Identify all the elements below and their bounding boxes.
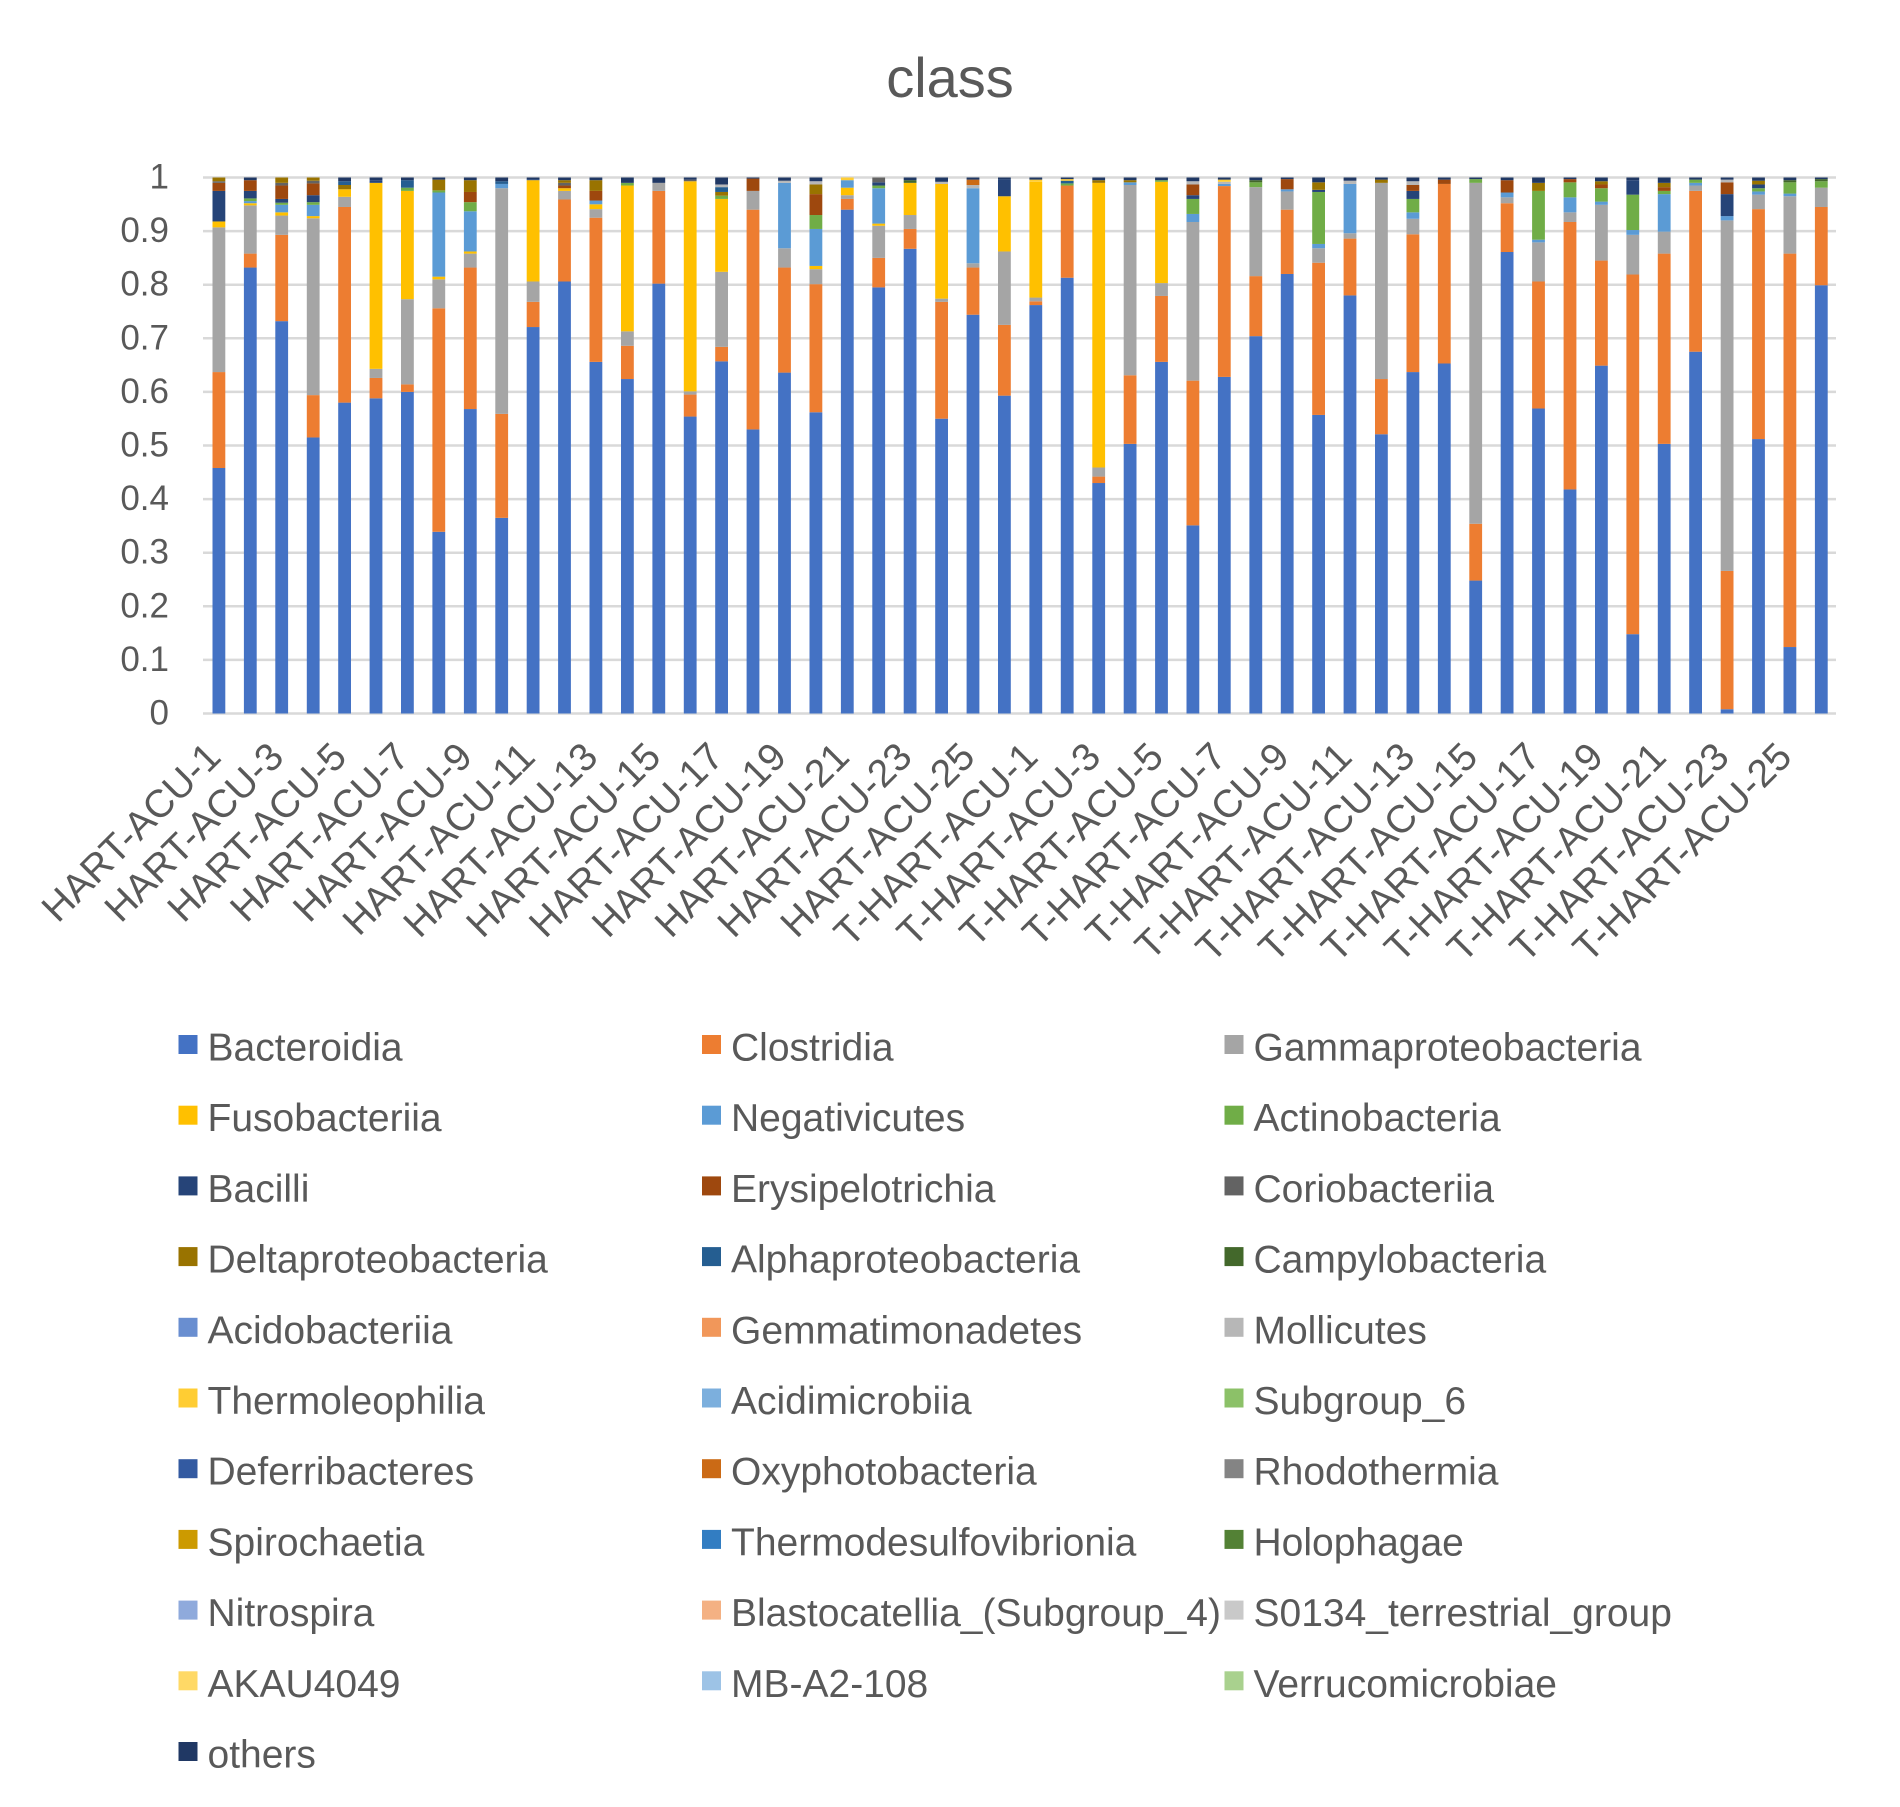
svg-text:Acidobacteriia: Acidobacteriia bbox=[208, 1309, 453, 1352]
svg-text:Alphaproteobacteria: Alphaproteobacteria bbox=[731, 1239, 1080, 1282]
svg-text:0.9: 0.9 bbox=[120, 211, 169, 250]
svg-text:0.8: 0.8 bbox=[120, 265, 169, 304]
svg-text:Thermodesulfovibrionia: Thermodesulfovibrionia bbox=[731, 1521, 1137, 1564]
svg-text:S0134_terrestrial_group: S0134_terrestrial_group bbox=[1254, 1592, 1672, 1635]
svg-text:Acidimicrobiia: Acidimicrobiia bbox=[731, 1380, 972, 1423]
svg-text:0.2: 0.2 bbox=[120, 586, 169, 625]
svg-text:Verrucomicrobiae: Verrucomicrobiae bbox=[1254, 1663, 1557, 1706]
svg-text:0.1: 0.1 bbox=[120, 640, 169, 679]
svg-text:Negativicutes: Negativicutes bbox=[731, 1097, 965, 1140]
svg-text:Nitrospira: Nitrospira bbox=[208, 1592, 375, 1635]
svg-text:Coriobacteriia: Coriobacteriia bbox=[1254, 1168, 1495, 1211]
svg-text:0: 0 bbox=[150, 694, 169, 733]
svg-text:0.3: 0.3 bbox=[120, 533, 169, 572]
svg-text:class: class bbox=[886, 46, 1014, 109]
svg-text:Gammaproteobacteria: Gammaproteobacteria bbox=[1254, 1027, 1642, 1070]
svg-text:Oxyphotobacteria: Oxyphotobacteria bbox=[731, 1451, 1037, 1494]
svg-text:Thermoleophilia: Thermoleophilia bbox=[208, 1380, 486, 1423]
svg-text:Blastocatellia_(Subgroup_4): Blastocatellia_(Subgroup_4) bbox=[731, 1592, 1221, 1635]
svg-text:0.5: 0.5 bbox=[120, 426, 169, 465]
svg-text:1: 1 bbox=[150, 158, 169, 197]
svg-text:Spirochaetia: Spirochaetia bbox=[208, 1521, 425, 1564]
svg-text:Rhodothermia: Rhodothermia bbox=[1254, 1451, 1499, 1494]
svg-text:AKAU4049: AKAU4049 bbox=[208, 1663, 401, 1706]
svg-text:Deltaproteobacteria: Deltaproteobacteria bbox=[208, 1239, 549, 1282]
svg-text:0.7: 0.7 bbox=[120, 318, 169, 357]
svg-text:0.4: 0.4 bbox=[120, 479, 169, 518]
svg-text:Bacteroidia: Bacteroidia bbox=[208, 1027, 403, 1070]
svg-text:0.6: 0.6 bbox=[120, 372, 169, 411]
svg-text:MB-A2-108: MB-A2-108 bbox=[731, 1663, 928, 1706]
svg-text:Clostridia: Clostridia bbox=[731, 1027, 894, 1070]
svg-text:Holophagae: Holophagae bbox=[1254, 1521, 1464, 1564]
svg-text:others: others bbox=[208, 1734, 316, 1777]
svg-text:Bacilli: Bacilli bbox=[208, 1168, 310, 1211]
svg-text:Actinobacteria: Actinobacteria bbox=[1254, 1097, 1501, 1140]
svg-text:Mollicutes: Mollicutes bbox=[1254, 1309, 1427, 1352]
svg-text:Fusobacteriia: Fusobacteriia bbox=[208, 1097, 442, 1140]
svg-text:Erysipelotrichia: Erysipelotrichia bbox=[731, 1168, 996, 1211]
svg-text:Subgroup_6: Subgroup_6 bbox=[1254, 1380, 1467, 1423]
svg-text:Gemmatimonadetes: Gemmatimonadetes bbox=[731, 1309, 1082, 1352]
svg-text:Deferribacteres: Deferribacteres bbox=[208, 1451, 475, 1494]
svg-text:Campylobacteria: Campylobacteria bbox=[1254, 1239, 1547, 1282]
